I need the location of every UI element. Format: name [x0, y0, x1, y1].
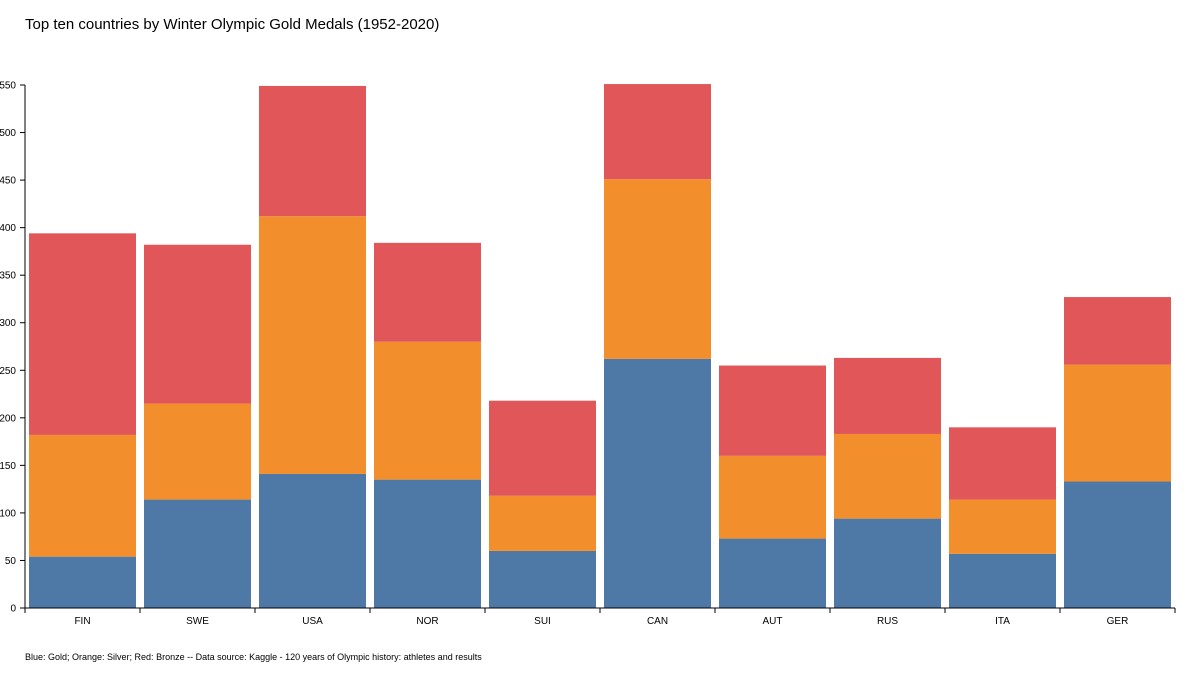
y-tick: 50 [5, 556, 25, 567]
chart-caption: Blue: Gold; Orange: Silver; Red: Bronze … [25, 652, 482, 662]
y-tick-label: 400 [0, 223, 16, 234]
y-tick-label: 150 [0, 461, 16, 472]
bar-segment-fin-2 [29, 233, 136, 435]
x-tick: RUS [877, 616, 898, 627]
y-tick-label: 100 [0, 508, 16, 519]
x-tick-label: GER [1107, 616, 1129, 627]
x-tick: USA [302, 616, 323, 627]
x-tick-label: SWE [186, 616, 209, 627]
bar-segment-ita-2 [949, 427, 1056, 500]
x-tick: SWE [186, 616, 209, 627]
bar-segment-fin-0 [29, 556, 136, 608]
bar-segment-rus-2 [834, 357, 941, 434]
bar-segment-aut-1 [719, 455, 826, 539]
bar-segment-rus-0 [834, 518, 941, 608]
y-tick-label: 0 [10, 604, 16, 615]
bar-segment-usa-0 [259, 473, 366, 608]
y-tick: 500 [0, 128, 25, 139]
x-tick-label: FIN [74, 616, 90, 627]
x-tick-label: RUS [877, 616, 898, 627]
x-axis: FIN SWE USA NOR SUI CAN AUT RUS ITA GER [24, 607, 1176, 627]
y-tick: 150 [0, 461, 25, 472]
bar-segment-can-1 [604, 179, 711, 359]
x-tick-label: CAN [647, 616, 668, 627]
bar-segment-swe-1 [144, 403, 251, 500]
bar-segment-rus-1 [834, 433, 941, 519]
chart-title: Top ten countries by Winter Olympic Gold… [25, 16, 440, 33]
bar-segment-nor-0 [374, 479, 481, 608]
bar-segment-sui-0 [489, 550, 596, 608]
y-tick: 200 [0, 413, 25, 424]
bar-segment-aut-2 [719, 365, 826, 456]
bar-segment-ger-2 [1064, 297, 1171, 365]
x-tick: GER [1107, 616, 1129, 627]
y-tick: 350 [0, 271, 25, 282]
bar-segment-sui-1 [489, 495, 596, 551]
y-tick: 100 [0, 508, 25, 519]
y-tick-label: 200 [0, 413, 16, 424]
bar-segment-fin-1 [29, 434, 136, 557]
y-tick: 550 [0, 81, 25, 92]
y-axis: 0 50 100 150 200 250 300 350 400 450 500 550 [0, 81, 26, 615]
x-tick-label: ITA [995, 616, 1010, 627]
bar-segment-sui-2 [489, 400, 596, 496]
x-tick: AUT [763, 616, 783, 627]
bars-group [29, 84, 1171, 608]
bar-segment-ger-1 [1064, 364, 1171, 482]
x-tick: CAN [647, 616, 668, 627]
x-tick: ITA [995, 616, 1010, 627]
bar-segment-swe-2 [144, 244, 251, 404]
y-tick: 450 [0, 176, 25, 187]
y-tick-label: 450 [0, 176, 16, 187]
bar-segment-nor-2 [374, 242, 481, 342]
y-tick-label: 350 [0, 271, 16, 282]
x-tick-label: USA [302, 616, 323, 627]
x-tick: NOR [416, 616, 438, 627]
bar-segment-can-2 [604, 84, 711, 180]
y-tick: 400 [0, 223, 25, 234]
y-tick-label: 500 [0, 128, 16, 139]
bar-segment-usa-2 [259, 85, 366, 217]
x-tick-label: NOR [416, 616, 438, 627]
bar-segment-ita-1 [949, 499, 1056, 554]
bar-segment-nor-1 [374, 341, 481, 480]
y-tick: 0 [10, 604, 25, 615]
y-tick-label: 550 [0, 81, 16, 92]
bar-segment-usa-1 [259, 216, 366, 474]
bar-segment-swe-0 [144, 499, 251, 608]
x-tick-label: AUT [763, 616, 783, 627]
bar-segment-ita-0 [949, 553, 1056, 608]
y-tick-label: 250 [0, 366, 16, 377]
x-tick: FIN [74, 616, 90, 627]
bar-segment-ger-0 [1064, 481, 1171, 608]
y-tick: 250 [0, 366, 25, 377]
y-tick: 300 [0, 318, 25, 329]
x-tick-label: SUI [534, 616, 551, 627]
y-tick-label: 300 [0, 318, 16, 329]
bar-segment-aut-0 [719, 538, 826, 608]
bar-segment-can-0 [604, 358, 711, 608]
x-tick: SUI [534, 616, 551, 627]
y-tick-label: 50 [5, 556, 17, 567]
